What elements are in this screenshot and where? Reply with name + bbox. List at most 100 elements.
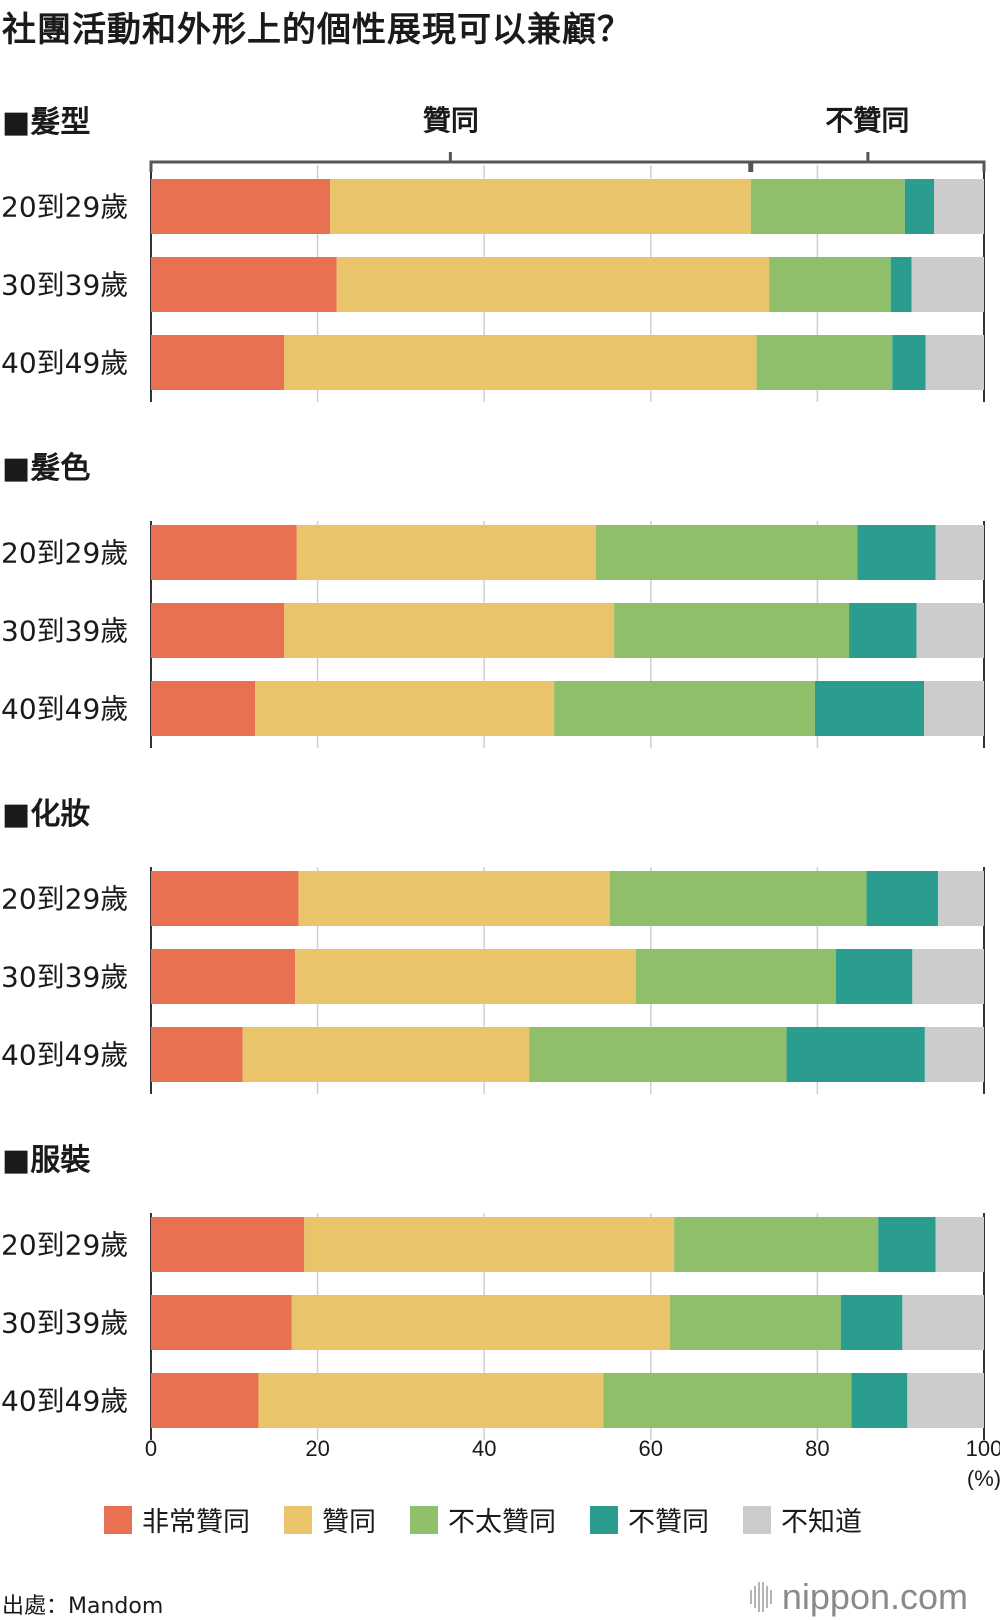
- agree-bracket: [149, 160, 752, 172]
- section-title: ■髮色: [2, 451, 90, 486]
- bar-segment-not_really_agree: [750, 179, 905, 234]
- bar-segment-disagree: [786, 1027, 925, 1082]
- bar-segment-very_agree: [151, 179, 331, 234]
- legend-swatch: [284, 1505, 312, 1534]
- bar-segment-dont_know: [924, 1027, 984, 1082]
- bar-segment-disagree: [835, 949, 913, 1004]
- bar-segment-disagree: [849, 603, 917, 658]
- x-axis-unit: (%): [967, 1466, 1000, 1490]
- section-title: ■髮型: [2, 105, 90, 140]
- bar-segment-dont_know: [935, 525, 984, 580]
- bar-segment-dont_know: [916, 603, 984, 658]
- row-label: 40到49歲: [1, 1385, 128, 1418]
- bar-segment-very_agree: [151, 949, 296, 1004]
- bar-segment-agree: [304, 1217, 675, 1272]
- legend-label: 不贊同: [628, 1507, 709, 1538]
- bar-segment-not_really_agree: [635, 949, 836, 1004]
- row-label: 20到29歲: [1, 537, 128, 570]
- bar-segment-dont_know: [912, 949, 984, 1004]
- bar-segment-agree: [296, 525, 596, 580]
- nippon-logo-icon: [749, 1582, 772, 1612]
- bar-segment-not_really_agree: [769, 257, 891, 312]
- bar-segment-agree: [295, 949, 636, 1004]
- row-label: 20到29歲: [1, 1229, 128, 1262]
- legend: 非常贊同 贊同 不太贊同 不贊同 不知道: [104, 1500, 862, 1539]
- row-label: 20到29歲: [1, 191, 128, 224]
- bar-segment-very_agree: [151, 681, 256, 736]
- legend-swatch: [743, 1505, 771, 1534]
- bar-segment-very_agree: [151, 525, 297, 580]
- legend-label: 不太贊同: [448, 1507, 556, 1538]
- bar-segment-not_really_agree: [609, 871, 867, 926]
- bar-segment-not_really_agree: [669, 1295, 841, 1350]
- bar-segment-agree: [255, 681, 555, 736]
- legend-label: 非常贊同: [142, 1507, 250, 1538]
- bar-segment-very_agree: [151, 1295, 292, 1350]
- bar-segment-dont_know: [902, 1295, 984, 1350]
- bar-segment-agree: [258, 1373, 604, 1428]
- section-title: ■服裝: [2, 1143, 91, 1178]
- bar-segment-dont_know: [911, 257, 984, 312]
- bar-segment-very_agree: [151, 1373, 259, 1428]
- row-label: 40到49歲: [1, 693, 128, 726]
- disagree-bracket: [750, 160, 986, 172]
- bar-segment-very_agree: [151, 1217, 305, 1272]
- x-tick-label: 20: [305, 1436, 329, 1461]
- chart-title: 社團活動和外形上的個性展現可以兼顧？: [2, 10, 632, 50]
- row-label: 30到39歲: [1, 615, 128, 648]
- legend-item-disagree: 不贊同: [590, 1500, 709, 1539]
- bar-segment-disagree: [866, 871, 939, 926]
- bar-segment-not_really_agree: [614, 603, 850, 658]
- bar-segment-dont_know: [935, 1217, 984, 1272]
- bar-segment-dont_know: [925, 335, 984, 390]
- bar-segment-dont_know: [938, 871, 984, 926]
- bar-segment-agree: [242, 1027, 530, 1082]
- bar-segment-very_agree: [151, 603, 285, 658]
- legend-item-very_agree: 非常贊同: [104, 1500, 250, 1539]
- bar-segment-very_agree: [151, 1027, 243, 1082]
- bar-segment-disagree: [851, 1373, 908, 1428]
- x-tick-label: 60: [639, 1436, 663, 1461]
- bar-segment-agree: [284, 603, 615, 658]
- row-label: 30到39歲: [1, 269, 128, 302]
- row-label: 40到49歲: [1, 1039, 128, 1072]
- bar-segment-disagree: [840, 1295, 903, 1350]
- legend-item-agree: 贊同: [284, 1500, 376, 1539]
- bar-segment-disagree: [904, 179, 935, 234]
- bar-segment-very_agree: [151, 335, 285, 390]
- disagree-bracket-label: 不贊同: [825, 104, 909, 137]
- bar-segment-very_agree: [151, 257, 337, 312]
- legend-swatch: [104, 1505, 132, 1534]
- legend-item-dont_know: 不知道: [743, 1500, 862, 1539]
- bar-segment-agree: [336, 257, 770, 312]
- bar-segment-not_really_agree: [674, 1217, 879, 1272]
- bar-segment-not_really_agree: [595, 525, 858, 580]
- legend-swatch: [590, 1505, 618, 1534]
- x-tick-label: 0: [145, 1436, 157, 1461]
- row-label: 30到39歲: [1, 961, 128, 994]
- bar-segment-disagree: [814, 681, 925, 736]
- brand-name: nippon.com: [781, 1576, 968, 1617]
- bar-segment-not_really_agree: [529, 1027, 787, 1082]
- legend-item-not_really_agree: 不太贊同: [410, 1500, 556, 1539]
- section-title: ■化妝: [2, 797, 90, 832]
- row-label: 30到39歲: [1, 1307, 128, 1340]
- legend-label: 不知道: [781, 1507, 862, 1538]
- bar-segment-dont_know: [934, 179, 984, 234]
- legend-swatch: [410, 1505, 438, 1534]
- bar-segment-dont_know: [907, 1373, 984, 1428]
- bar-segment-dont_know: [924, 681, 984, 736]
- bar-segment-disagree: [878, 1217, 936, 1272]
- bar-segment-agree: [291, 1295, 670, 1350]
- stacked-bar-chart: ■髮型 20到29歲 30到39歲 40到49歲 ■髮色 20到29歲 30到39歲 40到4…: [1, 104, 1000, 1490]
- source-note: 出處：Mandom: [2, 1594, 164, 1619]
- x-tick-label: 40: [472, 1436, 496, 1461]
- bar-segment-not_really_agree: [756, 335, 893, 390]
- agree-bracket-label: 贊同: [423, 104, 479, 137]
- bar-segment-agree: [284, 335, 757, 390]
- row-label: 20到29歲: [1, 883, 128, 916]
- bar-segment-agree: [298, 871, 610, 926]
- bar-segment-disagree: [892, 335, 926, 390]
- bar-segment-not_really_agree: [603, 1373, 852, 1428]
- bar-segment-disagree: [857, 525, 936, 580]
